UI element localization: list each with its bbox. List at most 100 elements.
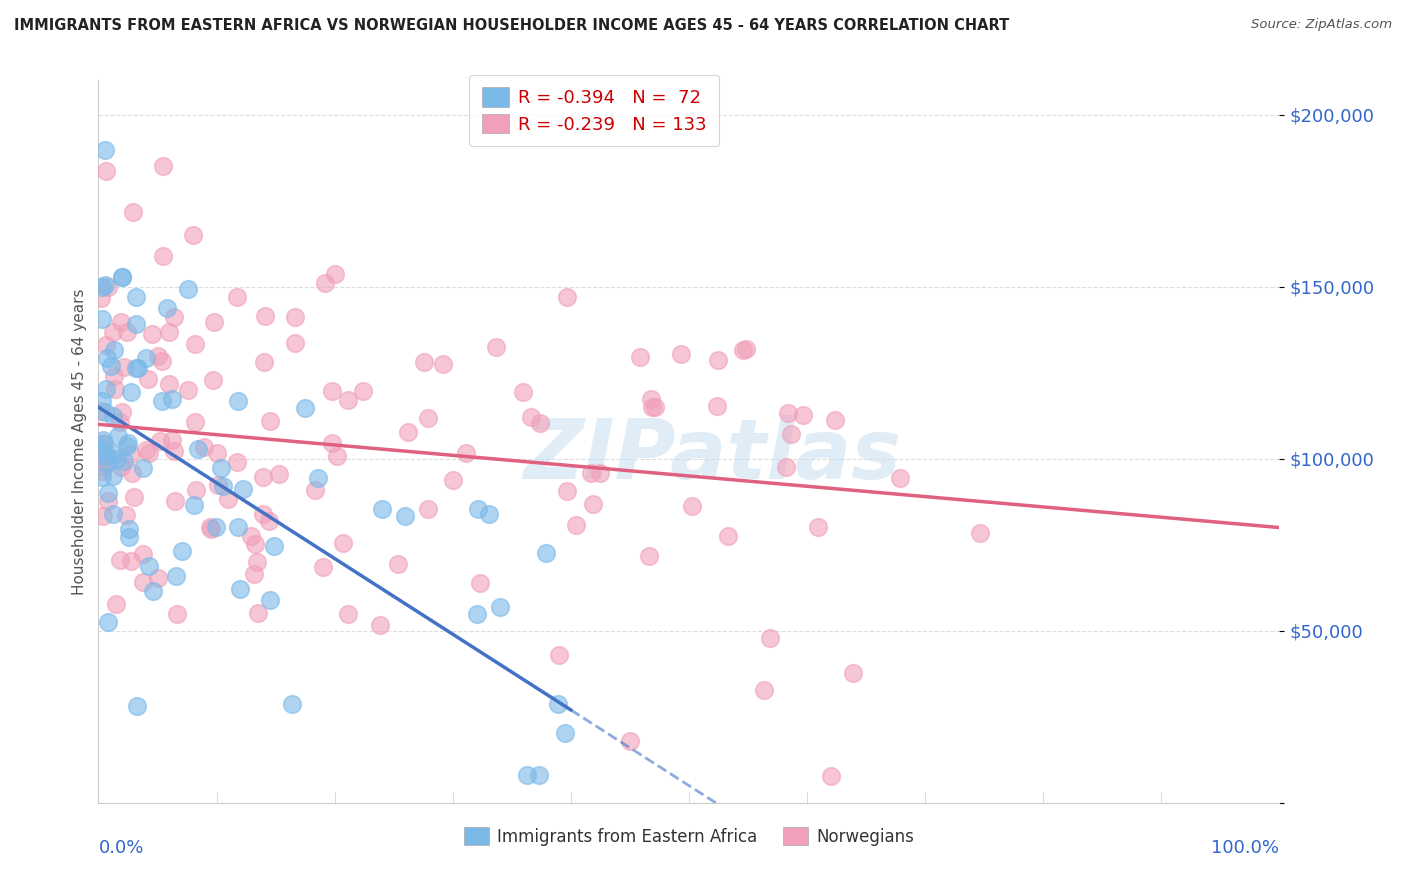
Point: [759, 631, 782, 645]
Point: [90, 404, 112, 418]
Point: [111, 405, 134, 419]
Point: [456, 446, 478, 460]
Point: [416, 501, 439, 516]
Point: [94, 382, 117, 396]
Text: IMMIGRANTS FROM EASTERN AFRICA VS NORWEGIAN HOUSEHOLDER INCOME AGES 45 - 64 YEAR: IMMIGRANTS FROM EASTERN AFRICA VS NORWEG…: [14, 18, 1010, 33]
Point: [127, 361, 149, 376]
Point: [478, 507, 501, 521]
Point: [101, 447, 124, 461]
Point: [717, 529, 740, 543]
Point: [96, 338, 118, 352]
Point: [184, 415, 207, 429]
Point: [94, 143, 117, 157]
Point: [547, 697, 569, 711]
Point: [148, 350, 170, 364]
Point: [245, 537, 267, 551]
Point: [101, 468, 124, 483]
Point: [413, 355, 436, 369]
Point: [187, 442, 209, 456]
Point: [842, 666, 865, 681]
Point: [226, 455, 249, 469]
Point: [252, 507, 274, 521]
Point: [312, 560, 335, 574]
Point: [432, 357, 454, 371]
Point: [371, 502, 394, 516]
Point: [124, 290, 146, 304]
Point: [239, 529, 262, 543]
Point: [281, 697, 304, 711]
Point: [96, 449, 118, 463]
Point: [146, 571, 169, 585]
Point: [118, 530, 141, 544]
Point: [177, 383, 200, 397]
Point: [516, 768, 538, 782]
Point: [259, 592, 281, 607]
Point: [125, 317, 148, 331]
Point: [141, 327, 163, 342]
Point: [396, 425, 419, 439]
Point: [326, 449, 349, 463]
Point: [284, 336, 307, 351]
Point: [94, 405, 117, 419]
Point: [117, 436, 139, 450]
Text: 0.0%: 0.0%: [98, 838, 143, 857]
Point: [548, 648, 571, 663]
Point: [619, 734, 641, 748]
Point: [969, 526, 991, 541]
Point: [163, 444, 186, 458]
Point: [207, 478, 229, 492]
Point: [186, 483, 208, 498]
Point: [105, 452, 128, 467]
Point: [512, 384, 534, 399]
Point: [225, 290, 247, 304]
Point: [780, 426, 803, 441]
Point: [162, 392, 184, 406]
Point: [90, 291, 112, 305]
Point: [565, 517, 588, 532]
Point: [644, 400, 666, 414]
Point: [104, 597, 127, 611]
Point: [368, 618, 391, 632]
Point: [112, 454, 135, 468]
Point: [582, 497, 605, 511]
Point: [202, 373, 225, 387]
Point: [152, 159, 174, 173]
Point: [91, 312, 114, 326]
Point: [104, 382, 127, 396]
Point: [669, 347, 692, 361]
Point: [441, 473, 464, 487]
Text: ZIPatlas: ZIPatlas: [523, 416, 901, 497]
Point: [91, 394, 114, 409]
Point: [228, 520, 250, 534]
Point: [253, 354, 276, 368]
Point: [217, 492, 239, 507]
Point: [103, 409, 125, 424]
Point: [125, 360, 148, 375]
Point: [589, 466, 612, 480]
Point: [554, 726, 576, 740]
Point: [581, 467, 603, 481]
Point: [307, 471, 329, 485]
Point: [489, 600, 512, 615]
Point: [468, 575, 491, 590]
Point: [120, 385, 142, 400]
Point: [97, 280, 120, 294]
Point: [115, 440, 138, 454]
Point: [294, 401, 316, 415]
Point: [243, 567, 266, 582]
Point: [135, 351, 157, 366]
Point: [107, 429, 129, 443]
Point: [156, 301, 179, 315]
Point: [304, 483, 326, 497]
Point: [110, 315, 132, 329]
Point: [136, 372, 159, 386]
Point: [184, 337, 207, 351]
Point: [170, 544, 193, 558]
Point: [733, 343, 755, 357]
Point: [183, 498, 205, 512]
Point: [641, 400, 664, 414]
Point: [707, 353, 730, 368]
Point: [394, 508, 416, 523]
Point: [820, 769, 842, 783]
Point: [138, 446, 160, 460]
